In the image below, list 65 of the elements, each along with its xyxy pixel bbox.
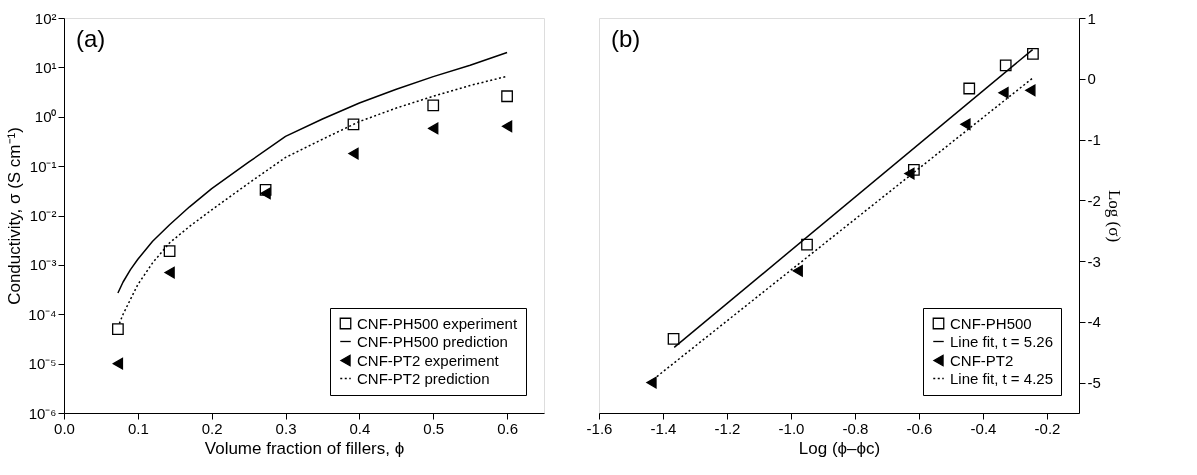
y-tick-label: -5 [1087, 374, 1101, 392]
x-tick-label: -1.6 [586, 419, 613, 437]
y-tick-label: -4 [1087, 313, 1101, 331]
point [112, 357, 124, 370]
point [112, 323, 124, 336]
y-tick-label: -1 [1087, 131, 1101, 149]
legend-label: CNF-PT2 prediction [357, 369, 490, 387]
y-tick-label: -2 [1087, 191, 1101, 209]
point [904, 167, 915, 180]
x-tick-label: 0.0 [54, 419, 75, 437]
x-tick-label: -1.0 [778, 419, 805, 437]
point [260, 187, 271, 200]
y-tick-label: 0 [1087, 70, 1096, 88]
point [348, 147, 359, 160]
x-axis-title: Log (ϕ–ϕc) [798, 438, 881, 458]
point [1025, 84, 1036, 97]
legend-label: CNF-PH500 experiment [357, 314, 518, 332]
point [960, 118, 971, 131]
y-tick-label: 10⁻⁶ [28, 404, 57, 422]
x-tick-label: -0.2 [1034, 419, 1061, 437]
y-tick-label: 10¹ [34, 58, 57, 76]
x-tick-label: -0.6 [906, 419, 933, 437]
point [998, 86, 1009, 99]
y-tick-label: 10⁻² [29, 207, 57, 224]
x-tick-label: 0.6 [497, 419, 519, 437]
x-tick-label: 0.2 [201, 419, 223, 437]
y-tick-label: 1 [1087, 9, 1096, 27]
legend-label: CNF-PH500 [950, 314, 1032, 332]
x-tick-label: 0.3 [275, 419, 297, 437]
point [428, 122, 439, 135]
x-axis-title: Volume fraction of fillers, ϕ [204, 438, 405, 458]
y-tick-label: 10⁰ [34, 108, 57, 126]
y-axis-title: Log (σ) [1104, 189, 1124, 243]
y-axis-title: Conductivity, σ (S cm⁻¹) [5, 127, 25, 305]
point [667, 332, 680, 345]
y-tick-label: 10⁻⁵ [28, 355, 57, 373]
legend-label: Line fit, t = 4.25 [950, 369, 1053, 387]
point [792, 264, 803, 277]
x-tick-label: -1.4 [650, 419, 677, 437]
legend-label: Line fit, t = 5.26 [950, 332, 1053, 350]
line-series [117, 51, 508, 294]
y-tick-label: 10⁻³ [29, 256, 57, 274]
point [163, 245, 176, 258]
point [646, 376, 657, 389]
point [164, 266, 175, 279]
y-tick-label: 10⁻⁴ [28, 305, 57, 323]
x-tick-label: 0.5 [423, 419, 445, 437]
point [963, 82, 976, 95]
legend-label: CNF-PH500 prediction [357, 332, 508, 350]
x-tick-label: 0.1 [127, 419, 149, 437]
y-tick-label: 10² [34, 9, 57, 27]
x-tick-label: -0.8 [842, 419, 869, 437]
annotation: (a) [76, 25, 106, 52]
annotation: (b) [611, 25, 641, 52]
point [501, 90, 513, 103]
x-tick-label: -0.4 [970, 419, 997, 437]
legend-label: CNF-PT2 experiment [357, 351, 500, 369]
legend-label: CNF-PT2 [950, 351, 1014, 369]
y-tick-label: -3 [1087, 252, 1101, 270]
point [801, 238, 813, 251]
y-tick-label: 10⁻¹ [29, 157, 57, 175]
point [501, 120, 513, 133]
x-tick-label: -1.2 [714, 419, 741, 437]
x-tick-label: 0.4 [349, 419, 371, 437]
point [427, 99, 440, 112]
